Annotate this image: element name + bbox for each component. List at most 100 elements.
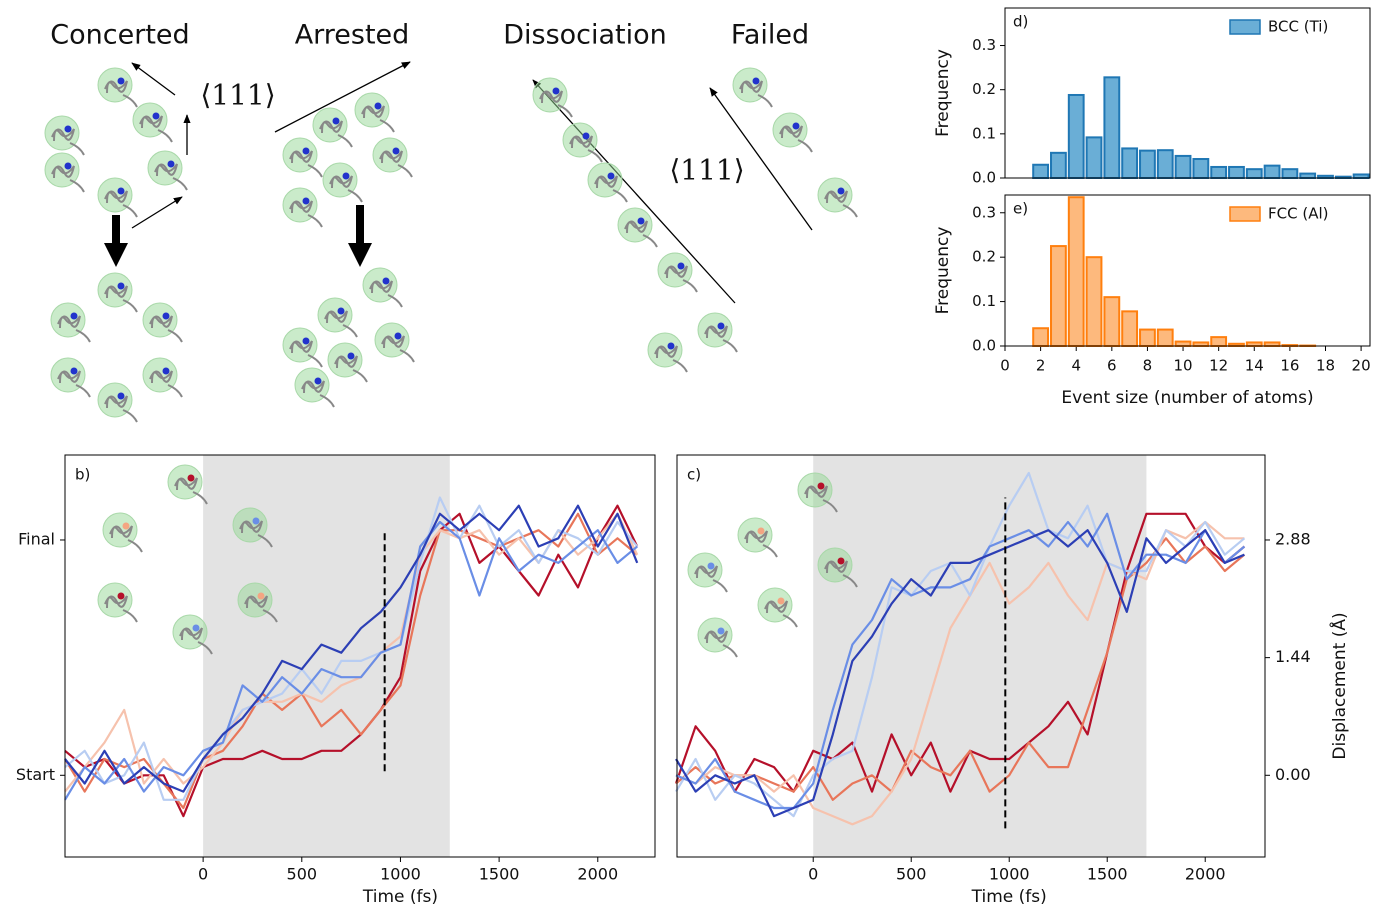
bar [1085,256,1103,348]
chain [824,560,858,588]
chain [139,115,173,143]
bar [1103,296,1121,348]
legend-swatch [1229,19,1261,35]
chain [149,315,183,343]
atom [837,557,845,565]
chain [51,128,85,156]
x-tick-label: 6 [1107,357,1117,375]
x-tick-label: 0 [1000,357,1010,375]
atom [302,147,310,155]
y-axis-label: Frequency [933,49,953,137]
chain [694,565,728,593]
atom [552,87,560,95]
chain [664,265,698,293]
atom [117,592,125,600]
y-tick-label: 0.0 [972,169,996,187]
chain [57,370,91,398]
atom [677,262,685,270]
bar [1352,173,1370,179]
bar [1103,76,1121,179]
atom [117,282,125,290]
x-tick-label: 500 [287,865,318,884]
series-line [675,537,1246,801]
x-tick-label: 500 [896,865,927,884]
x-tick-label: 1000 [380,865,421,884]
chain [361,105,395,133]
atom [302,197,310,205]
series-line [64,520,638,801]
x-tick-label: 12 [1209,357,1228,375]
atom [117,392,125,400]
y-tick-label: 2.88 [1275,529,1311,548]
legend-swatch [1229,206,1261,222]
bar [1263,164,1281,180]
series-line [64,496,639,801]
series-line [674,512,1246,793]
y-tick-label: 0.2 [972,80,996,98]
bar [1067,196,1085,347]
atom [817,482,825,490]
bar [1121,147,1139,180]
chain [704,630,738,658]
atom [252,517,260,525]
atom [187,474,195,482]
x-tick-label: 10 [1174,357,1193,375]
chain [739,80,773,108]
panel-label: d) [1013,13,1028,31]
y-axis-label: Frequency [933,227,953,315]
x-tick-label: 16 [1280,357,1299,375]
bar [1032,163,1050,180]
atom [342,172,350,180]
chain [57,315,91,343]
x-tick-label: 0 [198,865,208,884]
atom [70,367,78,375]
chain [824,190,858,218]
chain [289,200,323,228]
chain [179,627,213,655]
arrow [709,87,813,231]
legend-label: FCC (Al) [1268,205,1328,223]
chain [624,220,658,248]
atom [337,307,345,315]
y-tick-label: 0.00 [1275,765,1311,784]
x-tick-label: 20 [1352,357,1371,375]
bar [1174,154,1192,179]
mode-label: Concerted [50,20,189,51]
mode-label: Dissociation [503,20,667,51]
chain [379,150,413,178]
arrows [131,61,813,304]
atom [792,122,800,130]
bar [1210,165,1228,180]
frame [64,454,656,858]
chain [239,520,273,548]
y-tick-label: 0.0 [972,337,996,355]
y-tick-label: 0.3 [972,36,996,54]
chain [744,530,778,558]
y-tick-label: 0.3 [972,203,996,221]
mode-label: Failed [731,20,809,51]
chain [539,90,573,118]
direction-label: ⟨111⟩ [200,79,275,112]
chain [149,370,183,398]
atom [717,322,725,330]
chain [319,120,353,148]
chain [594,175,628,203]
bar [1050,245,1067,347]
legend-label: BCC (Ti) [1268,18,1328,36]
chain [704,325,738,353]
x-tick-label: 1500 [1087,865,1128,884]
x-tick-label: 2000 [1185,865,1226,884]
chain [244,595,278,623]
bar [1156,328,1174,348]
bar [1139,149,1156,180]
atom [117,187,125,195]
atom [757,527,765,535]
chain [154,163,188,191]
bar [1139,328,1156,348]
x-tick-label: 1500 [479,865,520,884]
atom [667,342,675,350]
atom [382,277,390,285]
atom [162,312,170,320]
x-tick-label: 4 [1071,357,1081,375]
bar [1228,165,1245,180]
